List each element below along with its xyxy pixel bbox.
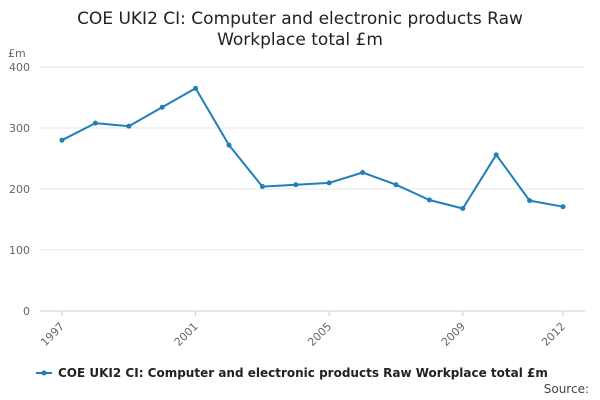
gridlines: [40, 66, 585, 312]
data-point-2010[interactable]: [493, 152, 499, 158]
data-point-2001[interactable]: [193, 85, 199, 91]
x-axis-ticks: 1997 2001 2005 2009 2012: [38, 311, 568, 349]
data-point-2000[interactable]: [159, 104, 165, 110]
y-tick-label: 100: [9, 244, 30, 257]
data-point-2007[interactable]: [393, 182, 399, 188]
data-point-1997[interactable]: [59, 137, 65, 143]
data-point-1998[interactable]: [92, 120, 98, 126]
x-tick-label: 2012: [539, 320, 568, 349]
y-tick-label: 0: [23, 305, 30, 318]
x-tick-label: 2009: [439, 320, 468, 349]
data-point-2002[interactable]: [226, 142, 232, 148]
data-point-2005[interactable]: [326, 180, 332, 186]
chart-title-line-1: COE UKI2 CI: Computer and electronic pro…: [77, 9, 523, 29]
data-point-2012[interactable]: [560, 204, 566, 210]
data-point-1999[interactable]: [126, 123, 132, 129]
y-tick-label: 200: [9, 183, 30, 196]
chart-title-line-2: Workplace total £m: [217, 30, 383, 50]
data-point-2008[interactable]: [426, 197, 432, 203]
series-line: [61, 87, 564, 210]
x-tick-label: 1997: [38, 320, 67, 349]
data-point-2003[interactable]: [259, 184, 265, 190]
data-point-2006[interactable]: [360, 170, 366, 176]
legend-label: COE UKI2 CI: Computer and electronic pro…: [58, 366, 548, 380]
y-axis-ticks: 0 100 200 300 400: [9, 61, 30, 318]
source-label: Source:: [544, 382, 589, 396]
x-tick-label: 2001: [172, 320, 201, 349]
data-point-2011[interactable]: [527, 198, 533, 204]
data-point-2004[interactable]: [293, 182, 299, 188]
x-tick-label: 2005: [305, 320, 334, 349]
y-axis-unit-label: £m: [8, 47, 26, 60]
series-group: [59, 85, 566, 212]
legend-marker: [41, 370, 47, 376]
legend[interactable]: COE UKI2 CI: Computer and electronic pro…: [36, 366, 548, 380]
data-point-2009[interactable]: [460, 206, 466, 212]
y-tick-label: 400: [9, 61, 30, 74]
y-tick-label: 300: [9, 122, 30, 135]
